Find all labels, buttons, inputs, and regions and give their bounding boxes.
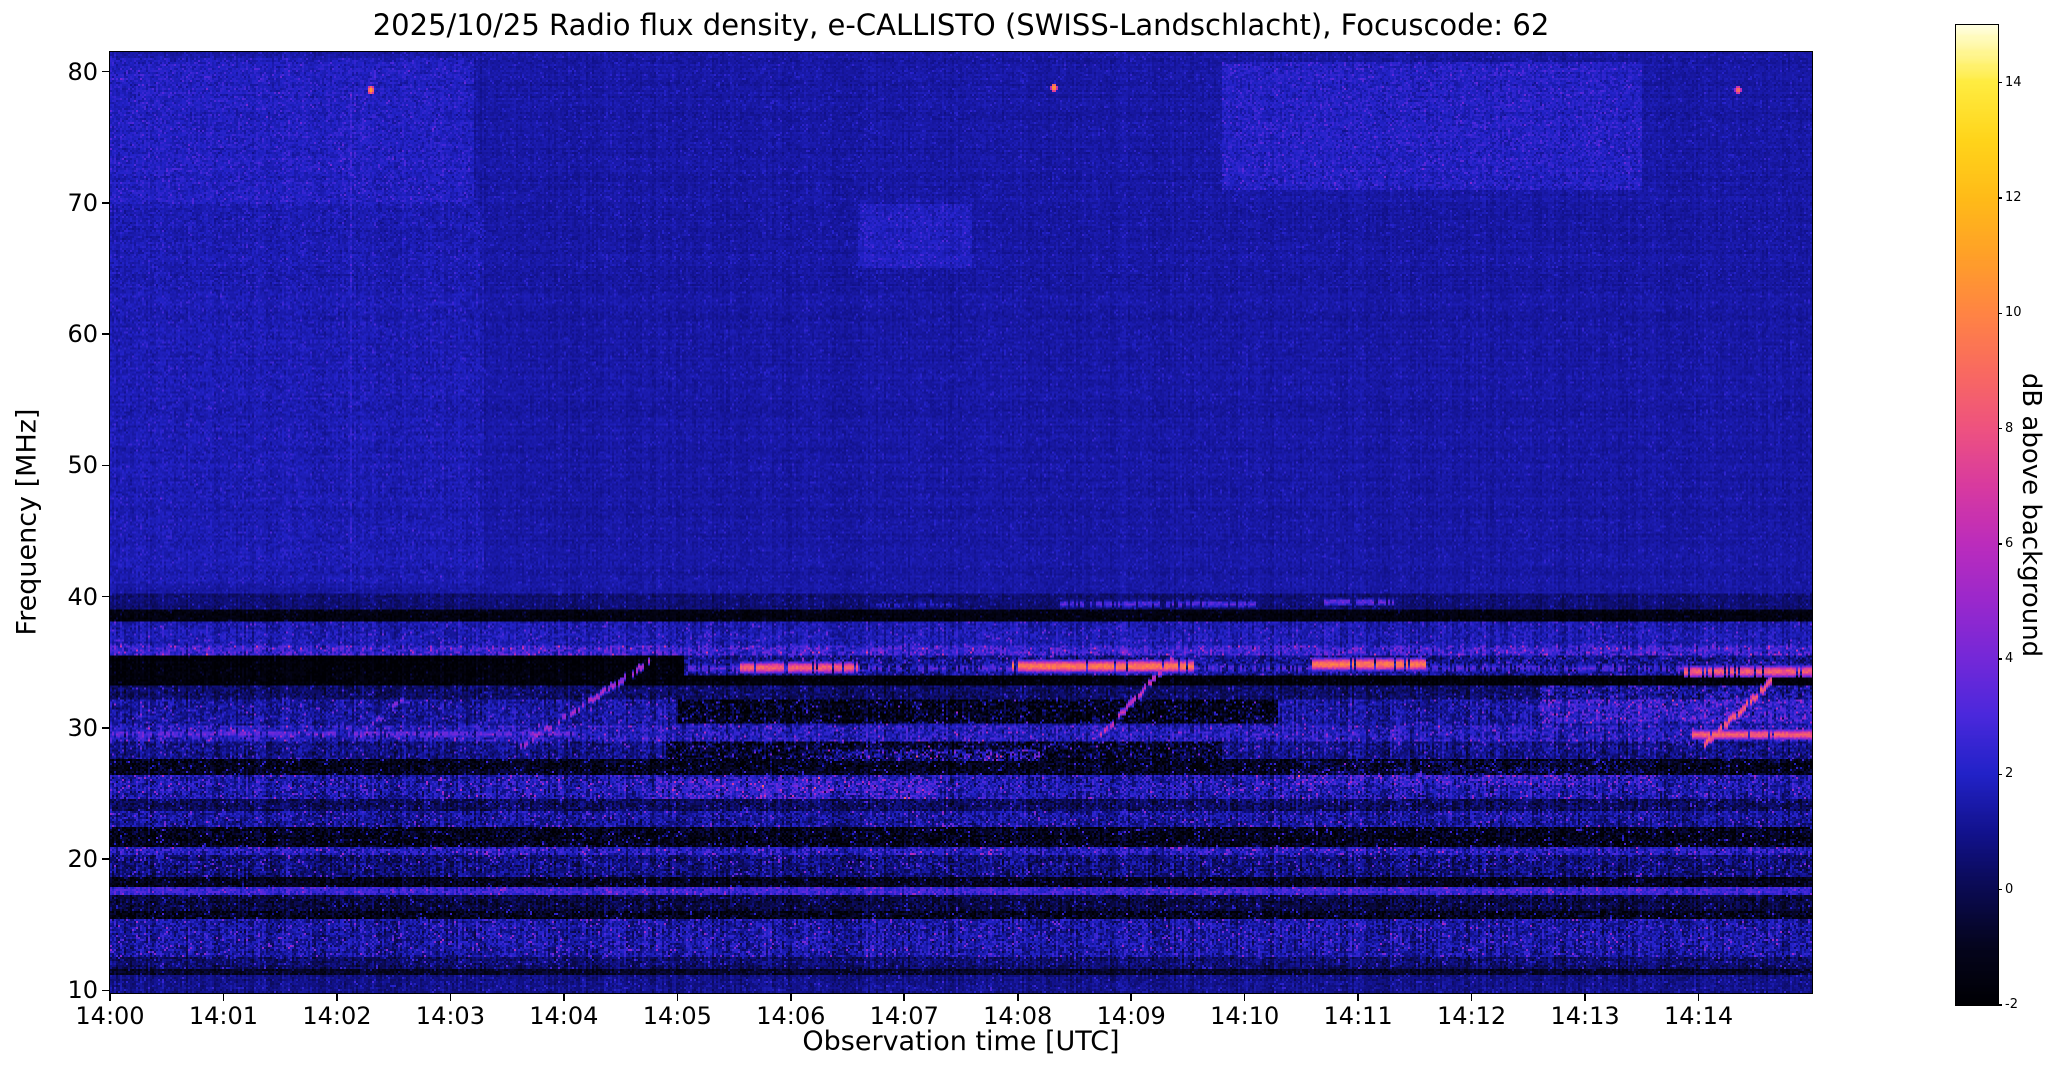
- x-tick-label: 14:14: [1663, 1002, 1734, 1030]
- colorbar-tick-mark: [1998, 427, 2002, 430]
- colorbar-tick-label: 0: [2005, 881, 2014, 897]
- x-tick-mark: [109, 993, 111, 1001]
- x-tick-mark: [903, 993, 906, 1001]
- x-tick-label: 14:01: [188, 1002, 259, 1030]
- x-tick-label: 14:13: [1550, 1002, 1620, 1030]
- y-tick-mark: [102, 202, 110, 204]
- colorbar-tick-label: 10: [2005, 305, 2022, 321]
- spectrogram-heatmap: [110, 52, 1812, 993]
- y-tick-label: 30: [67, 713, 98, 742]
- y-tick-mark: [102, 70, 110, 73]
- y-tick-mark: [102, 595, 110, 598]
- x-tick-mark: [1697, 993, 1700, 1001]
- x-tick-mark: [336, 993, 338, 1001]
- x-tick-mark: [1130, 993, 1132, 1001]
- colorbar-tick-mark: [1998, 889, 2002, 891]
- x-tick-mark: [1016, 993, 1019, 1001]
- colorbar-tick-label: 12: [2005, 189, 2022, 205]
- x-tick-mark: [1357, 993, 1359, 1001]
- y-tick-mark: [102, 727, 110, 729]
- x-tick-label: 14:10: [1210, 1002, 1280, 1030]
- colorbar-tick-mark: [1998, 658, 2002, 660]
- x-tick-label: 14:07: [869, 1002, 939, 1030]
- x-tick-label: 14:02: [302, 1002, 372, 1030]
- x-tick-label: 14:00: [75, 1002, 145, 1030]
- colorbar-tick-mark: [1998, 543, 2002, 545]
- colorbar: [1955, 24, 1999, 1006]
- x-tick-label: 14:05: [642, 1002, 712, 1030]
- colorbar-tick-label: 4: [2005, 651, 2014, 667]
- colorbar-tick-label: -2: [2005, 997, 2018, 1012]
- x-tick-mark: [1470, 993, 1473, 1001]
- y-tick-label: 60: [67, 320, 98, 349]
- y-tick-label: 20: [67, 845, 98, 874]
- chart-title: 2025/10/25 Radio flux density, e-CALLIST…: [372, 8, 1550, 42]
- x-tick-mark: [676, 993, 679, 1001]
- colorbar-tick-mark: [1998, 1004, 2002, 1006]
- colorbar-label: dB above background: [2016, 372, 2046, 658]
- y-tick-label: 40: [67, 582, 98, 611]
- x-tick-label: 14:09: [1096, 1002, 1166, 1030]
- x-tick-label: 14:06: [756, 1002, 826, 1030]
- x-tick-label: 14:08: [983, 1002, 1053, 1030]
- colorbar-tick-mark: [1998, 81, 2002, 84]
- x-tick-label: 14:03: [415, 1002, 485, 1030]
- x-tick-label: 14:12: [1437, 1002, 1507, 1030]
- y-tick-mark: [102, 989, 110, 992]
- colorbar-tick-label: 2: [2005, 766, 2014, 782]
- colorbar-tick-mark: [1998, 197, 2002, 199]
- x-tick-mark: [563, 993, 565, 1001]
- x-tick-mark: [1243, 993, 1246, 1001]
- x-tick-mark: [790, 993, 792, 1001]
- y-tick-label: 50: [67, 451, 98, 480]
- y-tick-mark: [102, 464, 110, 467]
- y-tick-label: 80: [67, 57, 98, 86]
- colorbar-tick-label: 6: [2005, 535, 2014, 551]
- colorbar-tick-label: 8: [2005, 420, 2014, 436]
- plot-area: [109, 51, 1813, 994]
- colorbar-gradient: [1956, 25, 1998, 1005]
- y-tick-label: 10: [67, 976, 98, 1005]
- x-axis-label: Observation time [UTC]: [802, 1026, 1120, 1057]
- x-tick-label: 14:11: [1323, 1002, 1393, 1030]
- x-tick-mark: [1584, 993, 1586, 1001]
- colorbar-tick-label: 14: [2005, 74, 2022, 90]
- colorbar-tick-mark: [1998, 312, 2002, 314]
- x-tick-mark: [449, 993, 452, 1001]
- x-tick-label: 14:04: [529, 1002, 599, 1030]
- y-tick-label: 70: [67, 188, 98, 217]
- y-tick-mark: [102, 333, 110, 335]
- colorbar-tick-mark: [1998, 773, 2002, 776]
- y-tick-mark: [102, 858, 110, 860]
- x-tick-mark: [222, 993, 225, 1001]
